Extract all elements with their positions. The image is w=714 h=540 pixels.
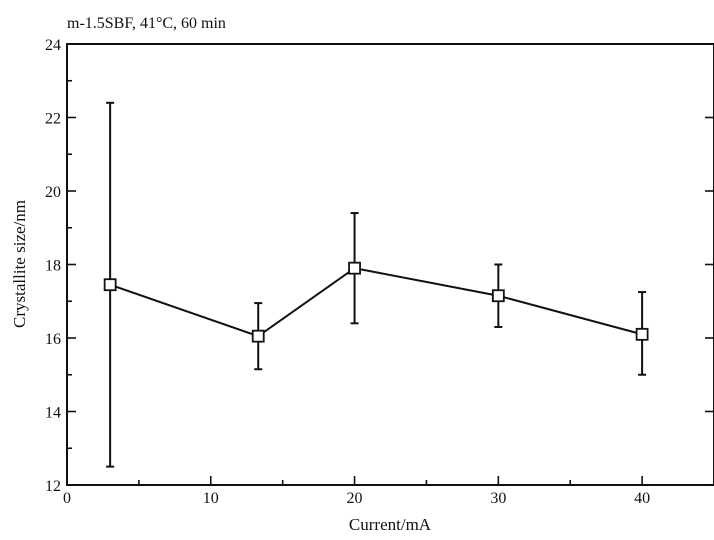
x-axis-title: Current/mA [349, 515, 432, 534]
y-tick-label: 20 [45, 184, 61, 201]
data-point-marker [251, 329, 265, 343]
chart-title: m-1.5SBF, 41°C, 60 min [67, 15, 226, 32]
y-tick-label: 16 [45, 331, 61, 348]
x-tick-label: 30 [490, 490, 506, 507]
data-point-marker [635, 327, 649, 341]
tick-labels: 12 14 16 18 20 22 24 0 10 20 30 40 [45, 37, 650, 507]
data-point-marker [103, 278, 117, 292]
x-tick-label: 0 [63, 490, 71, 507]
data-series [103, 101, 649, 468]
y-tick-label: 22 [45, 111, 61, 128]
axis-ticks [66, 43, 714, 486]
x-tick-label: 40 [634, 490, 650, 507]
y-tick-label: 24 [45, 37, 61, 54]
y-tick-label: 18 [45, 258, 61, 275]
x-tick-label: 10 [203, 490, 219, 507]
y-tick-label: 14 [45, 405, 61, 422]
plot-frame [66, 43, 714, 486]
series-line [109, 267, 643, 338]
y-axis-title: Crystallite size/nm [10, 200, 29, 328]
data-point-marker [491, 289, 505, 303]
data-point-marker [348, 261, 361, 275]
x-tick-label: 20 [347, 490, 363, 507]
y-tick-label: 12 [45, 478, 61, 495]
